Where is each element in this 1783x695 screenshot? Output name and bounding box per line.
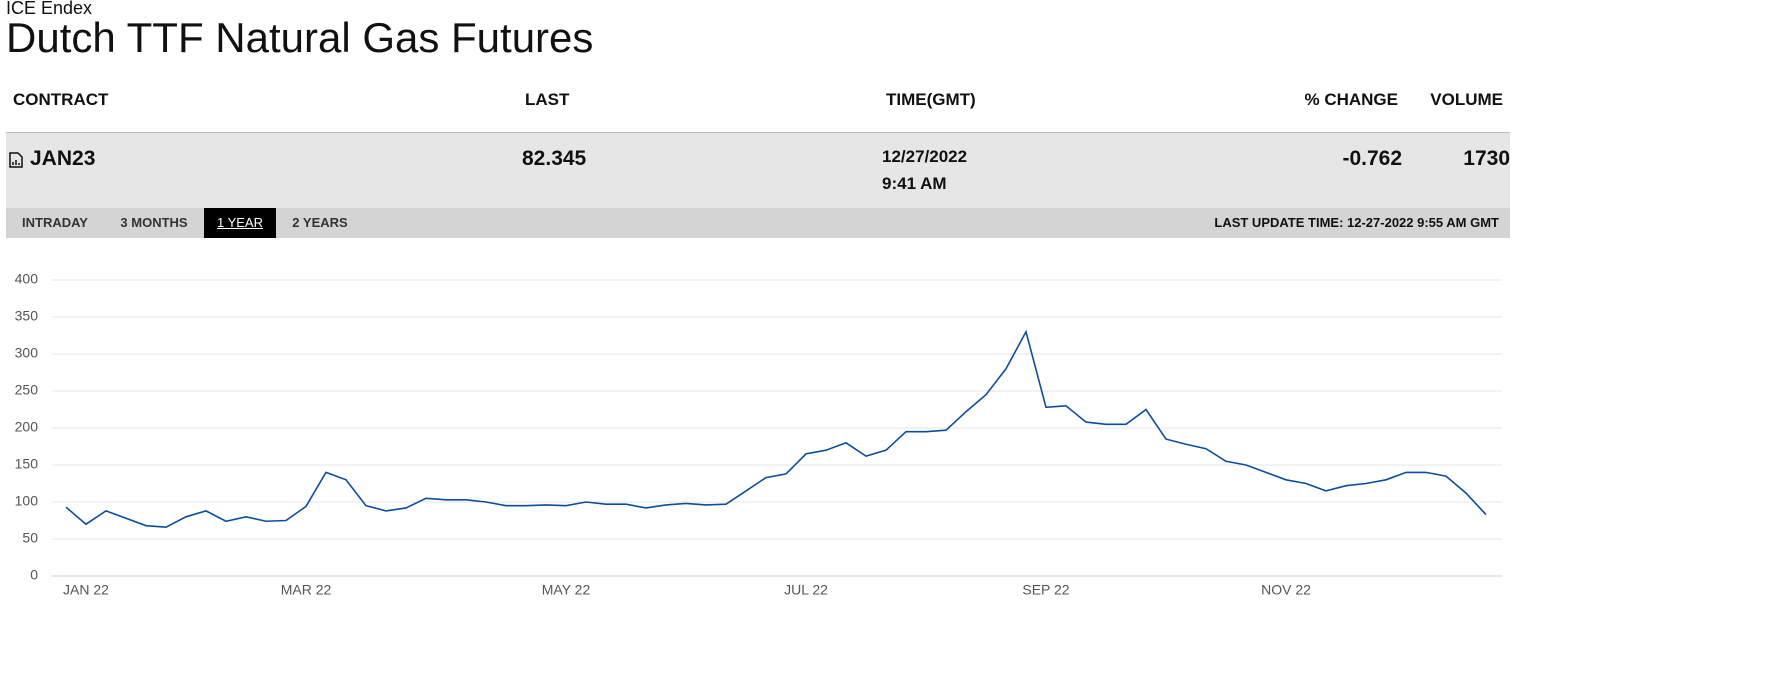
tab-active[interactable]: 1 YEAR: [204, 208, 276, 238]
price-line: [65, 329, 1487, 528]
date: 12/27/2022: [882, 147, 968, 166]
y-tick-label: 50: [22, 530, 38, 546]
col-header: VOLUME: [1430, 90, 1503, 109]
x-tick-label: MAY 22: [542, 582, 591, 598]
time: 9:41 AM: [882, 174, 947, 193]
change: -0.762: [1342, 147, 1402, 170]
contract[interactable]: JAN23: [30, 147, 96, 170]
chart: 0 50 100 150 200 250 300 350 400 JAN 22 MAR 22 MAY …: [15, 271, 1502, 598]
volume: 1730: [1463, 147, 1510, 170]
col-header: TIME(GMT): [886, 90, 976, 109]
exchange: ICE Endex: [6, 0, 93, 18]
y-tick-label: 0: [30, 567, 38, 583]
chart-icon: [9, 152, 23, 168]
col-header: LAST: [525, 90, 570, 109]
y-tick-label: 150: [15, 456, 39, 472]
tab[interactable]: 3 MONTHS: [120, 215, 188, 230]
tab[interactable]: INTRADAY: [22, 215, 88, 230]
x-tick-label: SEP 22: [1022, 582, 1069, 598]
x-tick-label: MAR 22: [281, 582, 332, 598]
page-title: Dutch TTF Natural Gas Futures: [6, 14, 594, 61]
x-tick-label: NOV 22: [1261, 582, 1311, 598]
tab[interactable]: 2 YEARS: [292, 215, 348, 230]
x-tick-label: JUL 22: [784, 582, 828, 598]
y-tick-label: 200: [15, 419, 39, 435]
y-tick-label: 250: [15, 382, 39, 398]
last: 82.345: [522, 147, 587, 170]
row-bg: [6, 132, 1510, 209]
y-tick-label: 350: [15, 308, 39, 324]
x-tick-label: JAN 22: [63, 582, 109, 598]
y-tick-label: 400: [15, 271, 39, 287]
col-header: % CHANGE: [1304, 90, 1398, 109]
col-header: CONTRACT: [13, 90, 109, 109]
y-tick-label: 300: [15, 345, 39, 361]
y-tick-label: 100: [15, 493, 39, 509]
last-update: LAST UPDATE TIME: 12-27-2022 9:55 AM GMT: [1214, 215, 1499, 230]
